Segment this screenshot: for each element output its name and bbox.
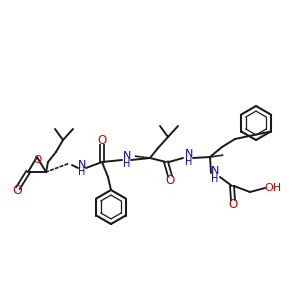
- Text: N: N: [211, 166, 219, 176]
- Text: O: O: [228, 197, 238, 211]
- Text: O: O: [33, 155, 41, 165]
- Text: N: N: [78, 160, 86, 170]
- Text: N: N: [123, 151, 131, 161]
- Text: O: O: [12, 184, 22, 197]
- Text: H: H: [123, 159, 131, 169]
- Text: OH: OH: [264, 183, 282, 193]
- Text: N: N: [185, 149, 193, 159]
- Text: H: H: [185, 157, 193, 167]
- Text: H: H: [78, 167, 86, 177]
- Text: H: H: [211, 174, 219, 184]
- Text: O: O: [165, 175, 175, 188]
- Text: O: O: [98, 134, 106, 146]
